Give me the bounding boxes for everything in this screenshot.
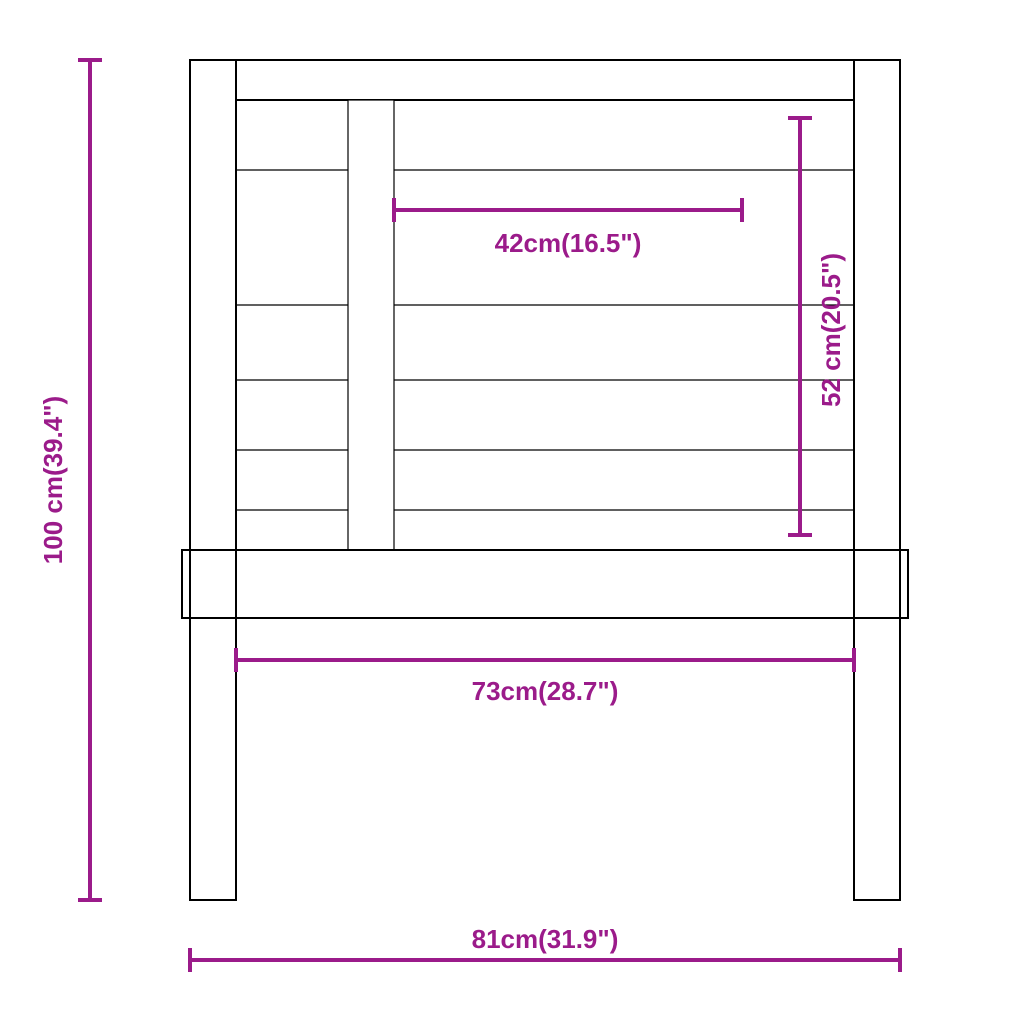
slat-panel [236,100,854,550]
dim-inner_width: 73cm(28.7") [236,648,854,706]
top-rail [236,60,854,100]
dim-width_total: 81cm(31.9") [190,924,900,972]
right-post [854,60,900,900]
bottom-rail [182,550,908,618]
dim-panel_height-label: 52 cm(20.5") [816,253,846,407]
left-post-overlay [190,550,236,618]
dim-slat_span-label: 42cm(16.5") [495,228,642,258]
left-post [190,60,236,900]
dim-height_total-label: 100 cm(39.4") [38,396,68,564]
dim-width_total-label: 81cm(31.9") [472,924,619,954]
right-post-overlay [854,550,900,618]
inner-stile [348,100,394,550]
dim-slat_span: 42cm(16.5") [394,198,742,258]
dim-inner_width-label: 73cm(28.7") [472,676,619,706]
dim-panel_height: 52 cm(20.5") [788,118,846,535]
dim-height_total: 100 cm(39.4") [38,60,102,900]
